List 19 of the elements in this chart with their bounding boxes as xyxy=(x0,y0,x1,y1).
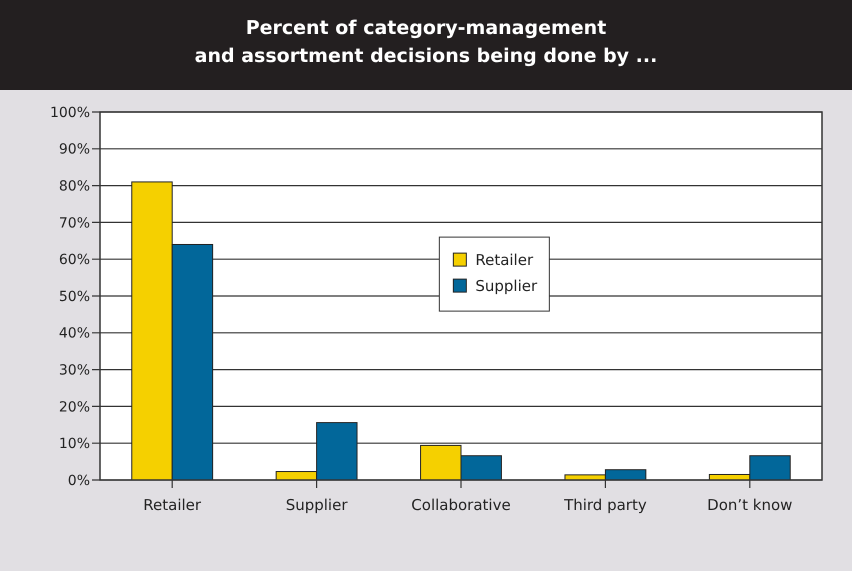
y-tick-label: 100% xyxy=(50,104,90,121)
chart-title: Percent of category-management and assortment decisions being done by ... xyxy=(194,17,658,67)
x-tick-label: Third party xyxy=(563,496,647,514)
y-tick-label: 20% xyxy=(58,399,90,416)
y-tick-label: 60% xyxy=(58,252,90,268)
x-tick-label: Supplier xyxy=(286,496,348,514)
x-tick-label: Collaborative xyxy=(411,496,511,514)
y-tick-label: 10% xyxy=(58,436,90,452)
legend-label: Supplier xyxy=(475,276,538,295)
legend-label: Retailer xyxy=(475,250,534,269)
x-tick-label: Retailer xyxy=(143,496,202,514)
y-tick-label: 0% xyxy=(68,472,90,489)
y-tick-label: 70% xyxy=(58,215,90,232)
y-tick-label: 30% xyxy=(58,362,90,378)
x-tick-label: Don’t know xyxy=(707,496,792,514)
y-tick-label: 90% xyxy=(58,142,90,158)
y-tick-label: 40% xyxy=(58,326,90,342)
y-tick-label: 50% xyxy=(58,288,90,305)
y-tick-label: 80% xyxy=(58,178,90,194)
